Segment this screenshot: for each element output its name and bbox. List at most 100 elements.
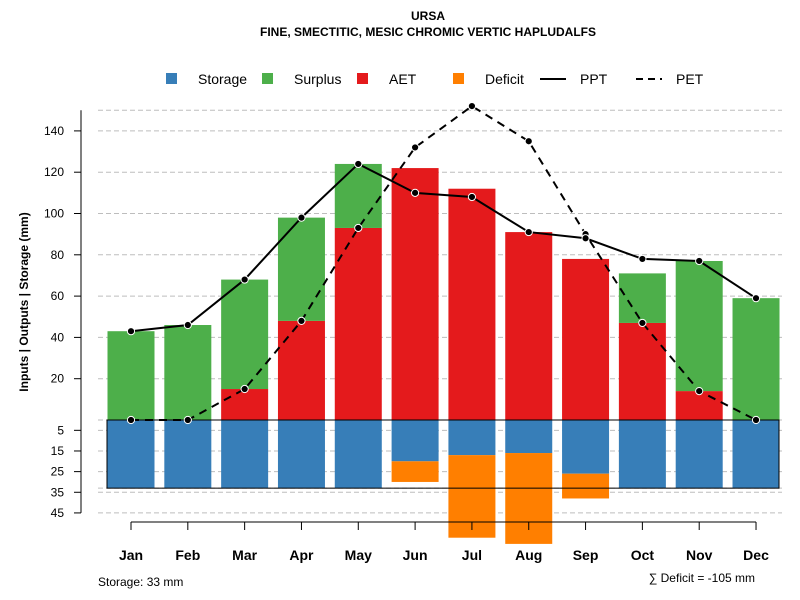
x-tick-label-jan: Jan xyxy=(119,547,143,563)
aet-bar-nov xyxy=(675,391,723,420)
storage-bar-jul xyxy=(448,420,496,456)
legend-swatch-surplus xyxy=(262,73,273,84)
pet-point-feb xyxy=(183,415,192,425)
x-tick-label-may: May xyxy=(345,547,372,563)
legend-swatch-aet xyxy=(357,73,368,84)
aet-bar-aug xyxy=(505,232,553,420)
pet-point-aug xyxy=(524,137,533,146)
storage-bar-jun xyxy=(391,420,439,462)
storage-capacity-box xyxy=(106,419,780,489)
pet-point-may xyxy=(354,223,363,233)
y-tick-label: 60 xyxy=(51,289,65,303)
storage-bar-sep xyxy=(562,420,610,474)
y-tick-label: 100 xyxy=(44,207,64,221)
aet-bar-apr xyxy=(277,320,325,420)
storage-frame xyxy=(106,419,780,489)
deficit-bar-jun xyxy=(391,461,439,482)
y-tick-label: 140 xyxy=(44,124,64,138)
surplus-bar-nov xyxy=(675,260,723,392)
axes: 20 40 60 80 100 120 140 5 15 25 35 45 Jan Feb Mar Apr Ma… xyxy=(44,110,769,563)
pet-point-apr xyxy=(297,316,306,325)
surplus-bar-jan xyxy=(107,331,155,420)
ppt-point-oct xyxy=(638,254,647,264)
y-tick-label: 5 xyxy=(57,423,64,437)
y-tick-label: 25 xyxy=(51,465,65,479)
surplus-bar-may xyxy=(334,163,382,228)
storage-bar-may xyxy=(334,420,382,489)
ppt-line xyxy=(130,162,757,333)
y-tick-label: 40 xyxy=(51,330,65,344)
storage-bar-mar xyxy=(221,420,269,489)
ppt-point-may xyxy=(354,159,363,169)
pet-point-dec xyxy=(751,415,761,425)
aet-bar-mar xyxy=(221,389,269,420)
x-tick-label-feb: Feb xyxy=(175,547,200,563)
ppt-point-nov xyxy=(695,256,704,266)
ppt-point-feb xyxy=(183,320,192,330)
deficit-note: ∑ Deficit = -105 mm xyxy=(649,571,755,585)
aet-bar-jul xyxy=(448,188,496,420)
ppt-point-aug xyxy=(524,227,533,237)
legend-label-storage: Storage xyxy=(198,71,247,87)
ppt-point-sep xyxy=(581,234,590,243)
x-tick-label-oct: Oct xyxy=(631,547,655,563)
aet-bar-oct xyxy=(618,322,666,420)
legend-swatch-deficit xyxy=(453,73,464,84)
lines-layer xyxy=(126,102,761,425)
storage-bar-nov xyxy=(675,420,723,489)
legend-label-aet: AET xyxy=(389,71,417,87)
ppt-point-jan xyxy=(126,327,136,336)
surplus-bar-apr xyxy=(277,217,325,321)
storage-bar-aug xyxy=(505,420,553,454)
x-tick-label-dec: Dec xyxy=(743,547,769,563)
legend: Storage Surplus AET Deficit PPT PET xyxy=(166,71,704,87)
y-axis-label: Inputs | Outputs | Storage (mm) xyxy=(17,212,31,391)
x-tick-label-sep: Sep xyxy=(573,547,599,563)
surplus-bar-feb xyxy=(164,325,212,420)
bars-layer xyxy=(107,163,780,544)
storage-bar-jan xyxy=(107,420,155,489)
x-tick-label-apr: Apr xyxy=(289,547,314,563)
y-tick-label: 20 xyxy=(51,372,65,386)
ppt-point-mar xyxy=(240,275,249,284)
y-tick-label: 35 xyxy=(51,485,65,499)
ppt-point-jun xyxy=(411,188,420,197)
legend-label-ppt: PPT xyxy=(580,71,608,87)
x-tick-label-nov: Nov xyxy=(686,547,713,563)
ppt-point-dec xyxy=(751,294,761,303)
pet-point-jan xyxy=(126,415,136,425)
legend-label-pet: PET xyxy=(676,71,704,87)
surplus-bar-oct xyxy=(618,273,666,323)
deficit-bar-sep xyxy=(562,473,610,499)
storage-bar-apr xyxy=(277,420,325,489)
chart-title: URSA xyxy=(411,9,445,23)
surplus-bar-dec xyxy=(732,298,780,420)
storage-bar-dec xyxy=(732,420,780,489)
legend-swatch-storage xyxy=(166,73,177,84)
y-tick-label: 45 xyxy=(51,506,65,520)
aet-bar-sep xyxy=(562,258,610,420)
pet-point-mar xyxy=(240,384,249,394)
legend-label-deficit: Deficit xyxy=(485,71,524,87)
pet-point-nov xyxy=(695,386,704,396)
aet-bar-jun xyxy=(391,168,439,420)
y-tick-label: 15 xyxy=(51,444,65,458)
storage-bar-oct xyxy=(618,420,666,489)
y-tick-label: 120 xyxy=(44,165,64,179)
x-tick-label-jun: Jun xyxy=(403,547,428,563)
storage-note: Storage: 33 mm xyxy=(98,575,183,589)
y-tick-label: 80 xyxy=(51,248,65,262)
pet-point-jun xyxy=(411,143,420,152)
deficit-bar-aug xyxy=(505,453,553,544)
ppt-point-apr xyxy=(297,213,306,222)
pet-point-oct xyxy=(638,318,647,328)
x-tick-label-mar: Mar xyxy=(232,547,257,563)
x-tick-label-aug: Aug xyxy=(515,547,542,563)
ppt-point-jul xyxy=(467,192,477,202)
pet-point-jul xyxy=(467,102,477,111)
x-tick-label-jul: Jul xyxy=(462,547,482,563)
storage-bar-feb xyxy=(164,420,212,489)
aet-bar-may xyxy=(334,227,382,420)
chart-subtitle: FINE, SMECTITIC, MESIC CHROMIC VERTIC HA… xyxy=(260,25,596,39)
